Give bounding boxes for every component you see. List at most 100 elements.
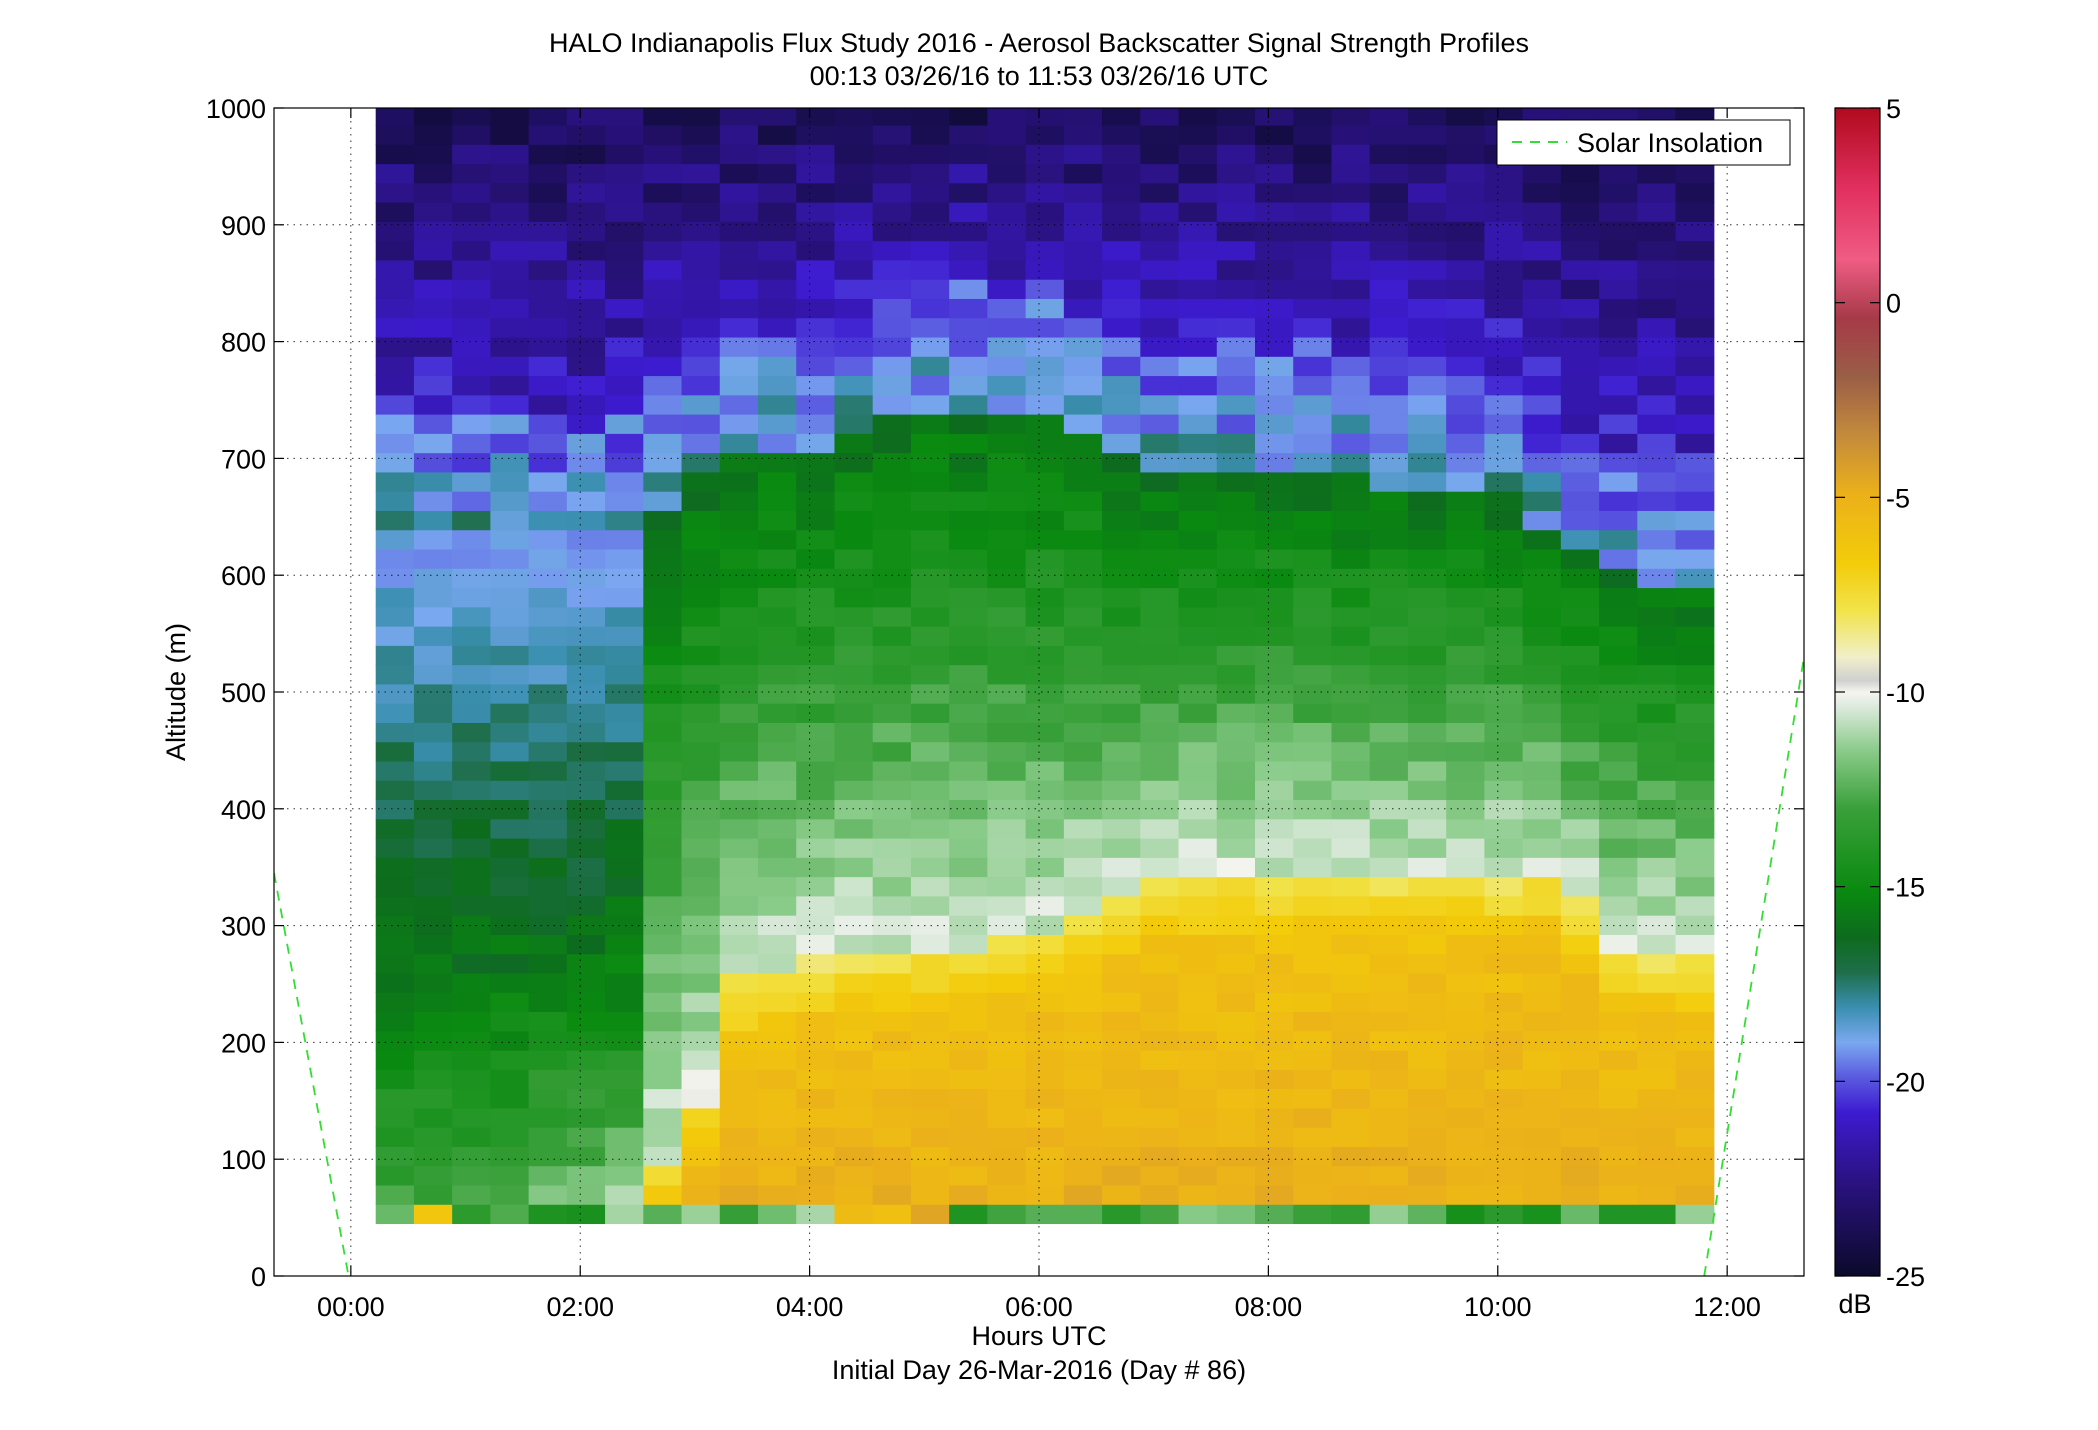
heatmap-cell: [1255, 972, 1294, 993]
heatmap-cell: [566, 1030, 606, 1051]
heatmap-cell: [1293, 1030, 1333, 1051]
heatmap-cell: [452, 895, 491, 916]
heatmap-cell: [910, 1069, 950, 1090]
heatmap-cell: [1063, 240, 1103, 261]
heatmap-cell: [834, 182, 874, 203]
heatmap-cell: [1331, 934, 1371, 955]
heatmap-cell: [1216, 818, 1256, 839]
heatmap-cell: [1216, 780, 1256, 801]
heatmap-cell: [796, 587, 836, 608]
heatmap-cell: [1178, 163, 1218, 184]
heatmap-cell: [1331, 1165, 1371, 1186]
heatmap-cell: [1255, 1204, 1294, 1225]
heatmap-cell: [1216, 1030, 1256, 1051]
heatmap-cell: [1025, 1184, 1065, 1205]
heatmap-cell: [910, 953, 950, 974]
solar-insolation-segment: [274, 872, 350, 1276]
heatmap-cell: [1025, 375, 1065, 396]
heatmap-cell: [1025, 915, 1065, 935]
heatmap-cell: [605, 356, 644, 377]
heatmap-cell: [1331, 1107, 1371, 1128]
heatmap-cell: [452, 336, 491, 357]
heatmap-cell: [1293, 992, 1333, 1013]
heatmap-cell: [1675, 780, 1715, 801]
heatmap-cell: [949, 645, 988, 666]
heatmap-cell: [1369, 645, 1409, 666]
heatmap-cell: [1140, 741, 1180, 762]
heatmap-cell: [1331, 452, 1371, 473]
heatmap-cell: [413, 1049, 453, 1070]
heatmap-cell: [719, 664, 759, 685]
heatmap-cell: [834, 548, 874, 569]
heatmap-cell: [1102, 568, 1141, 589]
heatmap-cell: [872, 780, 912, 801]
heatmap-cell: [452, 548, 491, 569]
heatmap-cell: [987, 1165, 1027, 1186]
heatmap-cell: [1178, 972, 1218, 993]
x-axis: 00:00 02:00 04:00 06:00 08:00 10:00 12:00: [317, 108, 1761, 1322]
heatmap-cell: [1675, 760, 1715, 781]
heatmap-cell: [1216, 1184, 1256, 1205]
heatmap-cell: [1446, 202, 1485, 222]
heatmap-cell: [987, 1011, 1027, 1032]
heatmap-cell: [1178, 221, 1218, 242]
heatmap-cell: [1178, 838, 1218, 858]
heatmap-cell: [1293, 838, 1333, 858]
heatmap-cell: [719, 1165, 759, 1186]
heatmap-cell: [1446, 664, 1485, 685]
heatmap-cell: [1025, 491, 1065, 511]
heatmap-cell: [1063, 1184, 1103, 1205]
heatmap-cell: [796, 1011, 836, 1032]
heatmap-cell: [1407, 741, 1447, 762]
heatmap-cell: [987, 471, 1027, 492]
heatmap-cell: [719, 1184, 759, 1205]
heatmap-cell: [949, 491, 988, 511]
heatmap-cell: [872, 1165, 912, 1186]
heatmap-cell: [949, 1088, 988, 1109]
heatmap-cell: [796, 108, 836, 126]
heatmap-cell: [566, 108, 606, 126]
heatmap-cell: [1216, 1127, 1256, 1147]
heatmap-cell: [1522, 356, 1562, 377]
heatmap-cell: [1255, 548, 1294, 569]
heatmap-cell: [1331, 953, 1371, 974]
heatmap-cell: [1025, 972, 1065, 993]
heatmap-cell: [1599, 221, 1638, 242]
heatmap-cell: [1102, 645, 1141, 666]
heatmap-cell: [796, 953, 836, 974]
heatmap-cell: [758, 953, 797, 974]
heatmap-cell: [1560, 1184, 1600, 1205]
heatmap-cell: [528, 1069, 568, 1090]
heatmap-cell: [452, 414, 491, 434]
heatmap-cell: [413, 163, 453, 184]
heatmap-cell: [719, 626, 759, 646]
heatmap-cell: [1293, 741, 1333, 762]
heatmap-cell: [1255, 645, 1294, 666]
heatmap-cell: [413, 1146, 453, 1167]
heatmap-cell: [719, 1107, 759, 1128]
heatmap-cell: [1446, 394, 1485, 415]
heatmap-cell: [413, 1165, 453, 1186]
heatmap-cell: [528, 972, 568, 993]
heatmap-cell: [987, 259, 1027, 280]
heatmap-cell: [1484, 491, 1524, 511]
heatmap-cell: [1025, 799, 1065, 820]
heatmap-cell: [1255, 934, 1294, 955]
heatmap-cell: [1178, 683, 1218, 704]
heatmap-cell: [1675, 915, 1715, 935]
heatmap-cell: [910, 414, 950, 434]
heatmap-cell: [1407, 433, 1447, 454]
heatmap-cell: [872, 1069, 912, 1090]
heatmap-cell: [375, 356, 415, 377]
heatmap-cell: [949, 471, 988, 492]
heatmap-cell: [719, 298, 759, 319]
heatmap-cell: [1599, 1049, 1638, 1070]
heatmap-cell: [490, 163, 530, 184]
heatmap-cell: [1407, 818, 1447, 839]
heatmap-cell: [949, 703, 988, 723]
heatmap-cell: [1560, 568, 1600, 589]
heatmap-cell: [452, 645, 491, 666]
heatmap-cell: [1484, 394, 1524, 415]
heatmap-cell: [1675, 529, 1715, 550]
heatmap-cell: [490, 780, 530, 801]
